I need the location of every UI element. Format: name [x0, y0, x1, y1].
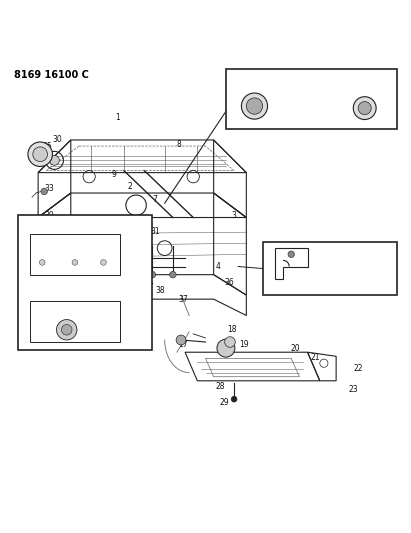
- Text: 11: 11: [295, 96, 304, 102]
- Circle shape: [170, 271, 176, 278]
- Circle shape: [28, 142, 53, 166]
- Bar: [226, 69, 397, 128]
- Text: 14: 14: [321, 117, 330, 123]
- Text: 16: 16: [258, 117, 267, 123]
- Text: 3: 3: [232, 211, 236, 220]
- Bar: [30, 301, 120, 342]
- Bar: [18, 215, 152, 350]
- Text: 31: 31: [151, 227, 161, 236]
- Circle shape: [129, 271, 135, 278]
- Text: 1: 1: [115, 113, 120, 122]
- Bar: [30, 234, 120, 274]
- Circle shape: [176, 335, 186, 345]
- Circle shape: [41, 188, 48, 195]
- Circle shape: [225, 337, 236, 348]
- Circle shape: [61, 325, 72, 335]
- Text: 22: 22: [354, 364, 363, 373]
- Circle shape: [246, 98, 263, 114]
- Text: 21: 21: [311, 353, 321, 361]
- Circle shape: [288, 251, 295, 257]
- Text: 29: 29: [219, 398, 229, 407]
- Circle shape: [231, 397, 237, 402]
- Text: 34: 34: [332, 98, 341, 104]
- Circle shape: [101, 260, 106, 265]
- Text: 26: 26: [315, 249, 324, 255]
- Text: 23: 23: [60, 276, 69, 282]
- Text: 35: 35: [42, 142, 52, 151]
- Text: 6: 6: [54, 236, 59, 245]
- Circle shape: [72, 260, 78, 265]
- Circle shape: [109, 271, 115, 278]
- Text: 23: 23: [60, 344, 69, 350]
- Circle shape: [358, 102, 371, 115]
- Text: 33: 33: [45, 184, 54, 193]
- Circle shape: [241, 93, 268, 119]
- Text: 5: 5: [117, 287, 122, 295]
- Circle shape: [50, 156, 59, 165]
- Text: 30: 30: [53, 135, 62, 144]
- Text: 37: 37: [178, 295, 188, 304]
- Text: 18: 18: [227, 325, 237, 334]
- Circle shape: [217, 339, 235, 357]
- Circle shape: [39, 260, 45, 265]
- Text: 19: 19: [240, 340, 249, 349]
- Text: 15: 15: [266, 123, 275, 128]
- Text: 36: 36: [224, 278, 234, 287]
- Bar: [263, 242, 397, 295]
- Text: 27: 27: [336, 280, 345, 286]
- Text: 24: 24: [34, 339, 42, 345]
- Text: 38: 38: [156, 287, 165, 295]
- Circle shape: [33, 147, 48, 161]
- Text: 9: 9: [111, 170, 116, 179]
- Text: 13: 13: [362, 96, 371, 102]
- Text: 17: 17: [178, 340, 188, 349]
- Text: 4: 4: [215, 262, 220, 271]
- Circle shape: [149, 271, 156, 278]
- Circle shape: [27, 237, 35, 245]
- Text: 7: 7: [152, 195, 157, 204]
- Text: 32: 32: [139, 297, 148, 306]
- Circle shape: [353, 96, 376, 119]
- Text: 12: 12: [319, 96, 328, 102]
- Text: 2: 2: [127, 182, 132, 191]
- Text: 28: 28: [215, 382, 224, 391]
- Text: 23: 23: [349, 385, 358, 394]
- Text: 25: 25: [60, 225, 69, 231]
- Circle shape: [56, 320, 77, 340]
- Text: 8169 16100 C: 8169 16100 C: [14, 70, 88, 80]
- Text: 8: 8: [177, 140, 181, 149]
- Text: 10: 10: [254, 96, 263, 102]
- Text: 39: 39: [45, 211, 54, 220]
- Text: 20: 20: [291, 344, 300, 353]
